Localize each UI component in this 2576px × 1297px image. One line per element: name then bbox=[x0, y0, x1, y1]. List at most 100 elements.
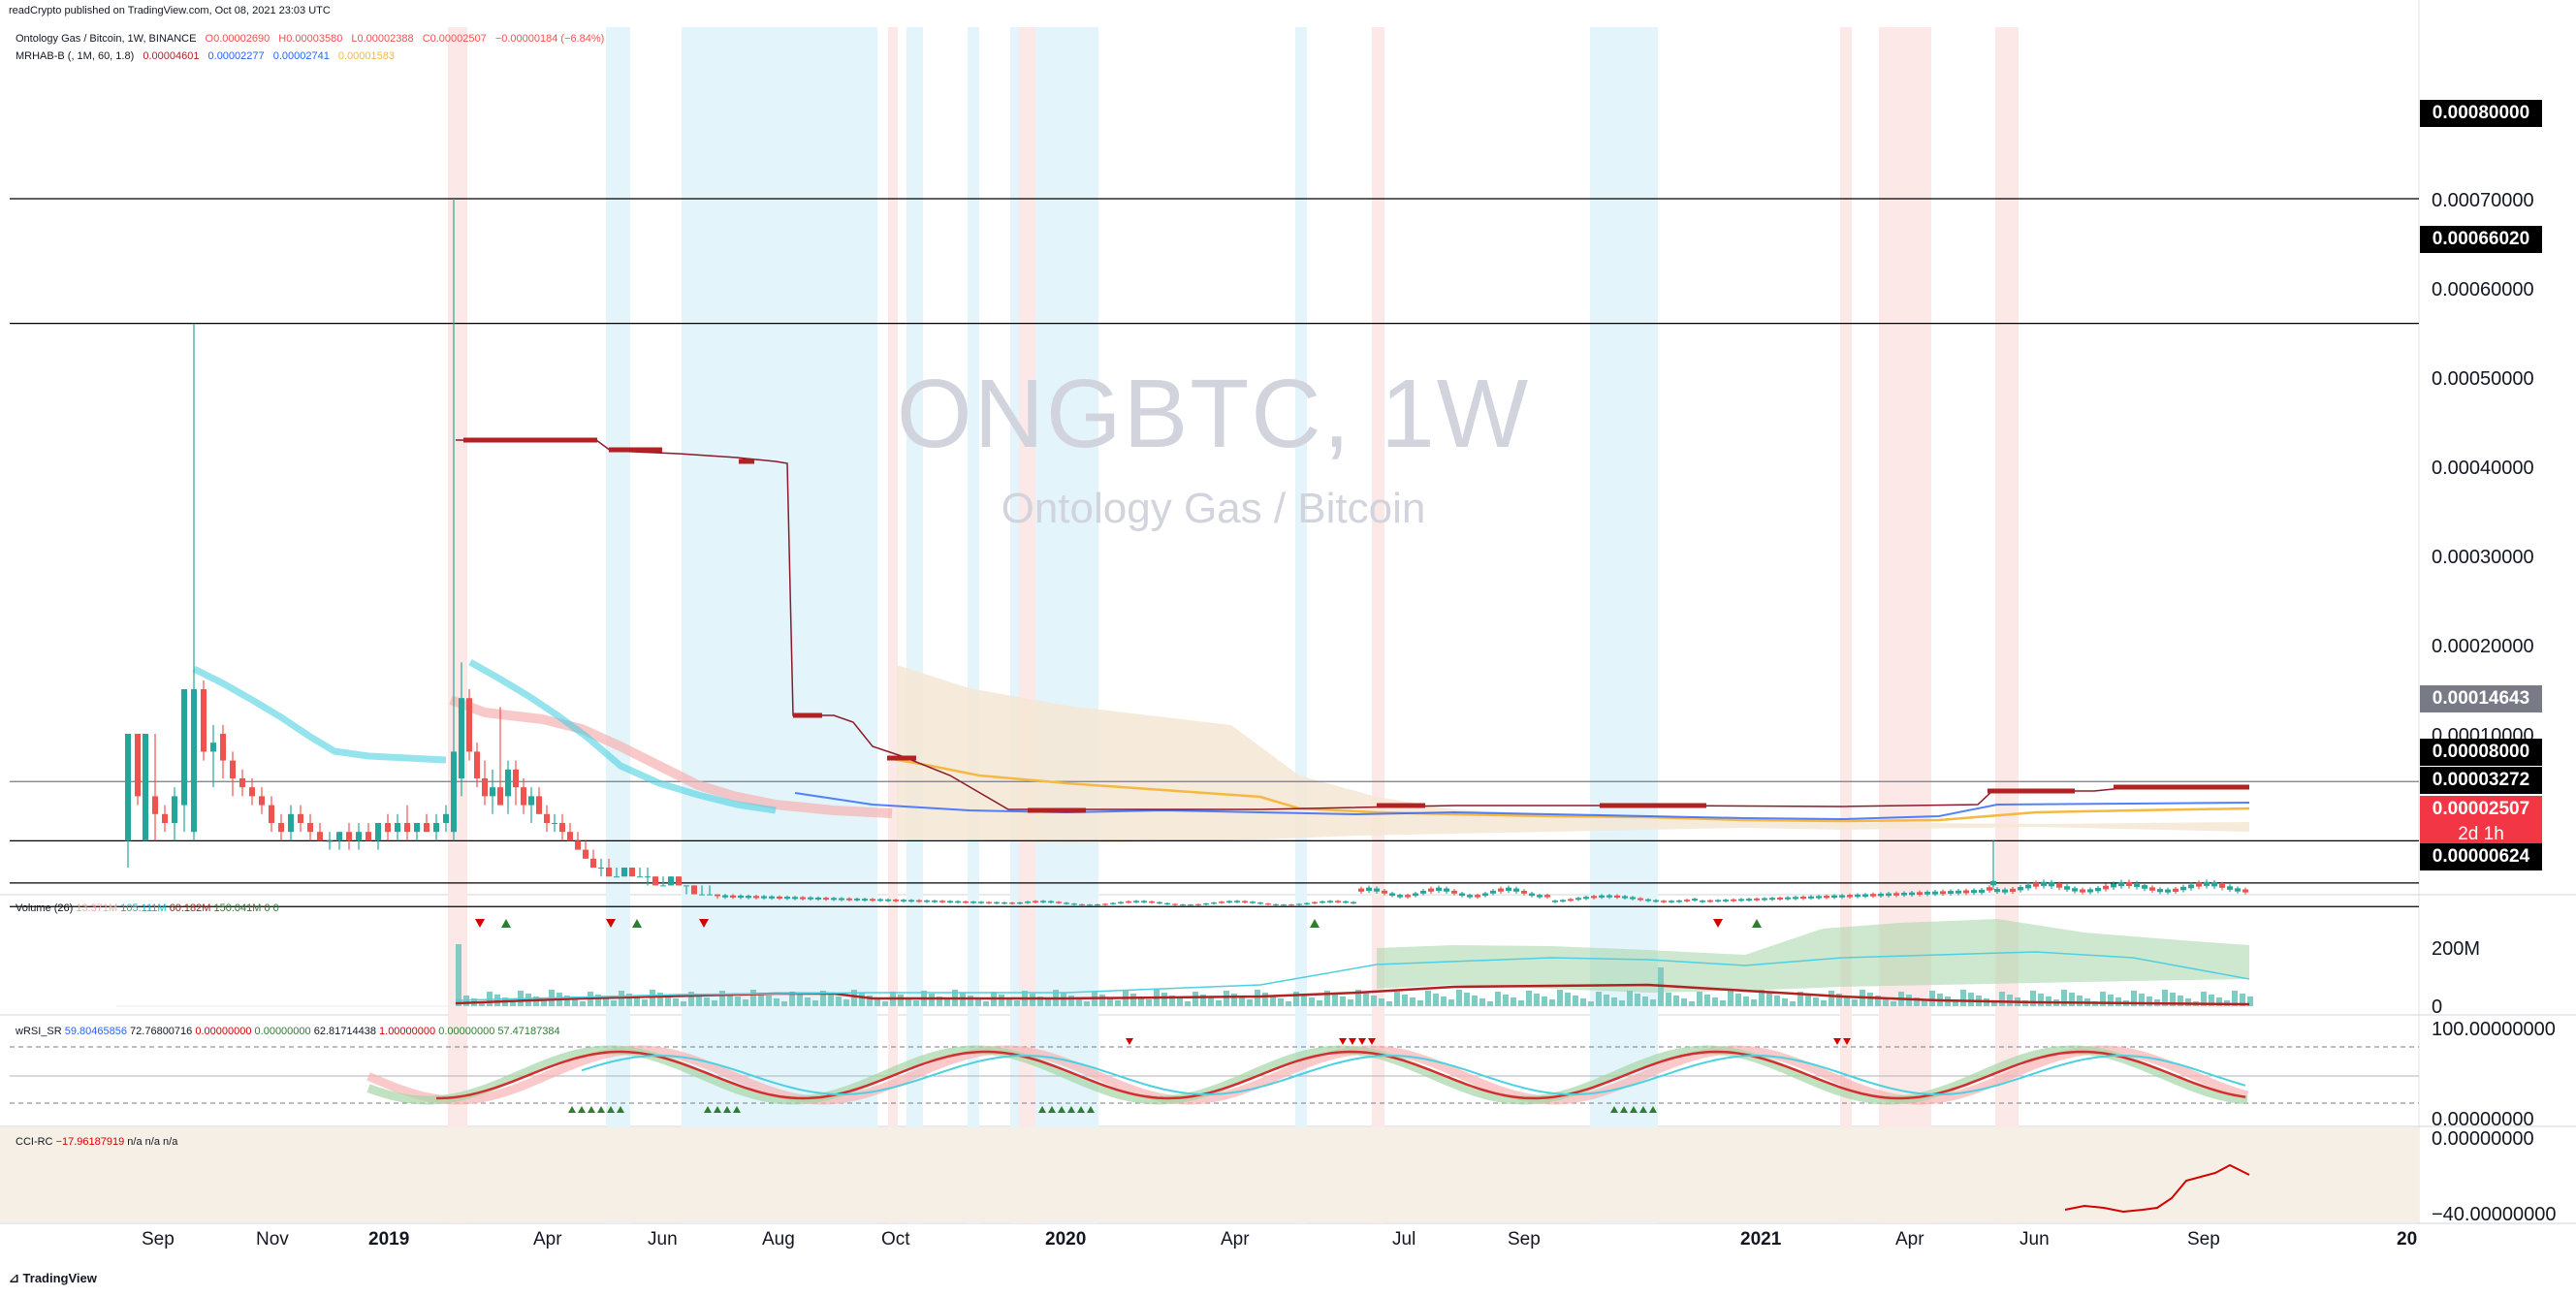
volume-bar bbox=[2240, 994, 2245, 1006]
candle-body bbox=[2211, 882, 2217, 887]
tradingview-logo-icon: ⊿ bbox=[9, 1271, 19, 1285]
volume-bar bbox=[851, 990, 857, 1006]
volume-bar bbox=[859, 993, 865, 1006]
candle-body bbox=[753, 896, 759, 899]
time-label: Apr bbox=[1221, 1229, 1250, 1250]
candle-body bbox=[1723, 900, 1729, 902]
candle-body bbox=[1917, 892, 1923, 896]
candle-body bbox=[1095, 904, 1100, 906]
candle-body bbox=[1831, 895, 1837, 899]
volume-signal-up bbox=[632, 919, 642, 928]
candle-body bbox=[443, 813, 449, 823]
volume-bar bbox=[1829, 991, 1834, 1006]
candle-body bbox=[854, 898, 860, 901]
volume-bar bbox=[611, 1000, 617, 1006]
cci-v2: n/a bbox=[127, 1136, 143, 1148]
wrsi-tick: 100.00000000 bbox=[2432, 1019, 2556, 1040]
volume-bar bbox=[1332, 994, 1338, 1006]
candle-body bbox=[2072, 888, 2078, 892]
candle-body bbox=[1700, 901, 1705, 902]
candle-body bbox=[1475, 895, 1480, 898]
candle-body bbox=[1990, 880, 1996, 886]
volume-bar bbox=[1231, 994, 1237, 1006]
candle-body bbox=[1467, 895, 1473, 898]
volume-bar bbox=[1681, 998, 1687, 1006]
time-label: Sep bbox=[1508, 1229, 1541, 1250]
session-band-red bbox=[1019, 27, 1035, 1223]
volume-bar bbox=[1262, 993, 1268, 1006]
time-label: 2019 bbox=[368, 1229, 410, 1250]
volume-band bbox=[1377, 919, 2249, 993]
volume-v5: 0 bbox=[264, 902, 270, 914]
price-tick: 0.00060000 bbox=[2432, 279, 2534, 301]
volume-bar bbox=[1177, 998, 1183, 1006]
volume-bar bbox=[2201, 992, 2207, 1006]
wrsi-buy-marker bbox=[1649, 1106, 1657, 1113]
wrsi-sell-marker bbox=[1843, 1038, 1851, 1045]
volume-bar bbox=[820, 991, 826, 1006]
volume-bar bbox=[1960, 990, 1966, 1006]
volume-bar bbox=[944, 999, 950, 1006]
volume-bar bbox=[580, 1001, 586, 1006]
volume-bar bbox=[1511, 997, 1516, 1006]
session-band-blue bbox=[968, 27, 979, 1223]
candle-body bbox=[1731, 899, 1736, 902]
volume-bar bbox=[735, 996, 741, 1006]
wrsi-buy-marker bbox=[714, 1106, 721, 1113]
volume-bar bbox=[681, 1001, 686, 1006]
candle-body bbox=[552, 823, 557, 824]
candle-body bbox=[1924, 892, 1930, 895]
candle-body bbox=[259, 796, 265, 806]
candle-body bbox=[1707, 900, 1713, 902]
volume-bar bbox=[1340, 996, 1346, 1006]
candle-body bbox=[1669, 901, 1674, 902]
candle-body bbox=[870, 899, 875, 902]
session-band-red bbox=[1879, 27, 1931, 1223]
wrsi-buy-marker bbox=[1620, 1106, 1628, 1113]
candle-body bbox=[1451, 890, 1457, 894]
volume-bar bbox=[1580, 998, 1586, 1006]
price-tick: 0.00070000 bbox=[2432, 190, 2534, 211]
candle-body bbox=[831, 898, 837, 901]
candle-body bbox=[336, 832, 342, 841]
candle-body bbox=[490, 787, 495, 797]
volume-bar bbox=[1402, 995, 1408, 1006]
volume-bar bbox=[1503, 995, 1509, 1006]
candle-body bbox=[684, 885, 689, 887]
volume-bar bbox=[2069, 993, 2075, 1006]
candle-body bbox=[1079, 903, 1085, 905]
volume-bar bbox=[665, 996, 671, 1006]
candle-body bbox=[2180, 886, 2186, 891]
volume-bar bbox=[1534, 994, 1540, 1006]
wrsi-sell-marker bbox=[1833, 1038, 1841, 1045]
volume-bar bbox=[758, 993, 764, 1006]
wrsi-v5: 62.81714438 bbox=[313, 1026, 376, 1037]
volume-bar bbox=[2170, 993, 2176, 1006]
wrsi-buy-marker bbox=[723, 1106, 731, 1113]
candle-body bbox=[947, 901, 953, 903]
candle-body bbox=[645, 876, 651, 878]
candle-body bbox=[1017, 902, 1023, 904]
volume-bar bbox=[650, 990, 655, 1006]
volume-bar bbox=[1728, 991, 1733, 1006]
volume-bar bbox=[1611, 997, 1617, 1006]
volume-bar bbox=[2030, 991, 2036, 1006]
wrsi-name: wRSI_SR bbox=[16, 1026, 62, 1037]
price-tag-0.000146: 0.00014643 bbox=[2420, 685, 2542, 712]
volume-bar bbox=[1324, 991, 1330, 1006]
volume-bar bbox=[603, 997, 609, 1006]
candle-body bbox=[637, 876, 643, 878]
volume-bar bbox=[1526, 991, 1532, 1006]
volume-bar bbox=[968, 996, 973, 1006]
watermark-name: Ontology Gas / Bitcoin bbox=[1001, 485, 1426, 532]
candle-body bbox=[1614, 895, 1620, 899]
candle-body bbox=[1498, 888, 1504, 892]
candle-body bbox=[395, 823, 400, 833]
candle-body bbox=[559, 823, 565, 833]
candle-body bbox=[1824, 896, 1829, 899]
volume-bar bbox=[1247, 999, 1253, 1006]
price-tick: 0.00050000 bbox=[2432, 368, 2534, 390]
volume-bar bbox=[626, 994, 632, 1006]
candle-body bbox=[346, 832, 352, 841]
